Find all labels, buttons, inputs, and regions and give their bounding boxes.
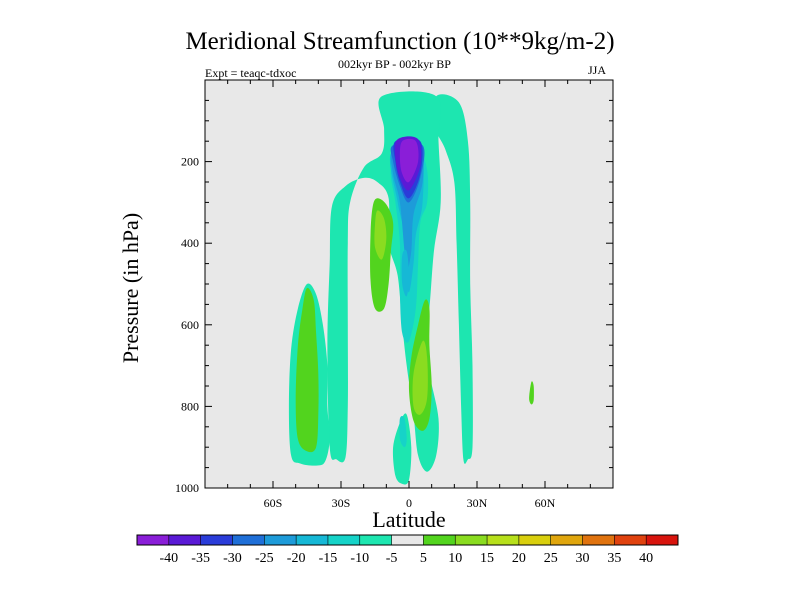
colorbar-label: -10 bbox=[350, 551, 369, 566]
colorbar-swatch-16 bbox=[646, 535, 679, 545]
colorbar-swatch-8 bbox=[391, 535, 424, 545]
contour-region-16 bbox=[399, 138, 419, 183]
colorbar-frame bbox=[136, 534, 679, 546]
x-tick-label: 60N bbox=[535, 496, 556, 510]
contour-region-9 bbox=[529, 381, 534, 405]
colorbar-label: 30 bbox=[576, 551, 590, 566]
x-tick-label: 30S bbox=[332, 496, 351, 510]
colorbar-label: 35 bbox=[607, 551, 621, 566]
colorbar-swatch-15 bbox=[614, 535, 647, 545]
colorbar-label: -5 bbox=[386, 551, 398, 566]
colorbar-swatch-7 bbox=[359, 535, 393, 545]
x-tick-label: 0 bbox=[406, 496, 412, 510]
colorbar-swatch-12 bbox=[518, 535, 552, 545]
colorbar-label: 40 bbox=[639, 551, 653, 566]
season-label: JJA bbox=[588, 63, 607, 77]
colorbar-label: -20 bbox=[287, 551, 306, 566]
x-tick-label: 60S bbox=[264, 496, 283, 510]
colorbar-label: 5 bbox=[420, 551, 427, 566]
colorbar-swatch-5 bbox=[296, 535, 329, 545]
experiment-label: Expt = teaqc-tdxoc bbox=[205, 66, 297, 80]
colorbar-swatch-9 bbox=[423, 535, 456, 545]
colorbar-label: -30 bbox=[223, 551, 242, 566]
colorbar-swatch-14 bbox=[582, 535, 615, 545]
contour-region-6 bbox=[374, 210, 387, 260]
colorbar-label: -15 bbox=[319, 551, 338, 566]
colorbar-label: -35 bbox=[191, 551, 210, 566]
y-tick-label: 1000 bbox=[175, 481, 199, 495]
x-axis-label: Latitude bbox=[372, 507, 445, 532]
chart-title: Meridional Streamfunction (10**9kg/m-2) bbox=[185, 28, 615, 55]
colorbar-label: -25 bbox=[255, 551, 274, 566]
colorbar-label: 10 bbox=[448, 551, 462, 566]
y-tick-label: 800 bbox=[181, 399, 199, 413]
colorbar-swatch-13 bbox=[550, 535, 584, 545]
y-tick-label: 200 bbox=[181, 155, 199, 169]
contour-region-18 bbox=[399, 416, 407, 448]
y-tick-label: 400 bbox=[181, 236, 199, 250]
period-label: 002kyr BP - 002kyr BP bbox=[338, 57, 451, 71]
colorbar-swatch-2 bbox=[200, 535, 233, 545]
colorbar-swatch-4 bbox=[264, 535, 297, 545]
x-tick-label: 30N bbox=[467, 496, 488, 510]
colorbar-label: 25 bbox=[544, 551, 558, 566]
contour-region-4 bbox=[295, 287, 319, 453]
colorbar-swatch-10 bbox=[455, 535, 488, 545]
contour-region-0 bbox=[434, 94, 473, 464]
colorbar-swatch-11 bbox=[487, 535, 520, 545]
colorbar-label: 20 bbox=[512, 551, 526, 566]
colorbar-swatch-0 bbox=[137, 535, 170, 545]
colorbar-swatch-1 bbox=[168, 535, 202, 545]
colorbar-swatch-6 bbox=[327, 535, 361, 545]
contour-region-8 bbox=[412, 340, 428, 415]
colorbar-label: -40 bbox=[159, 551, 178, 566]
y-axis-label: Pressure (in hPa) bbox=[118, 213, 143, 363]
contour-region-17 bbox=[401, 249, 409, 297]
contour-region-2 bbox=[392, 413, 412, 485]
colorbar-swatch-3 bbox=[232, 535, 265, 545]
colorbar-label: 15 bbox=[480, 551, 494, 566]
y-tick-label: 600 bbox=[181, 318, 199, 332]
